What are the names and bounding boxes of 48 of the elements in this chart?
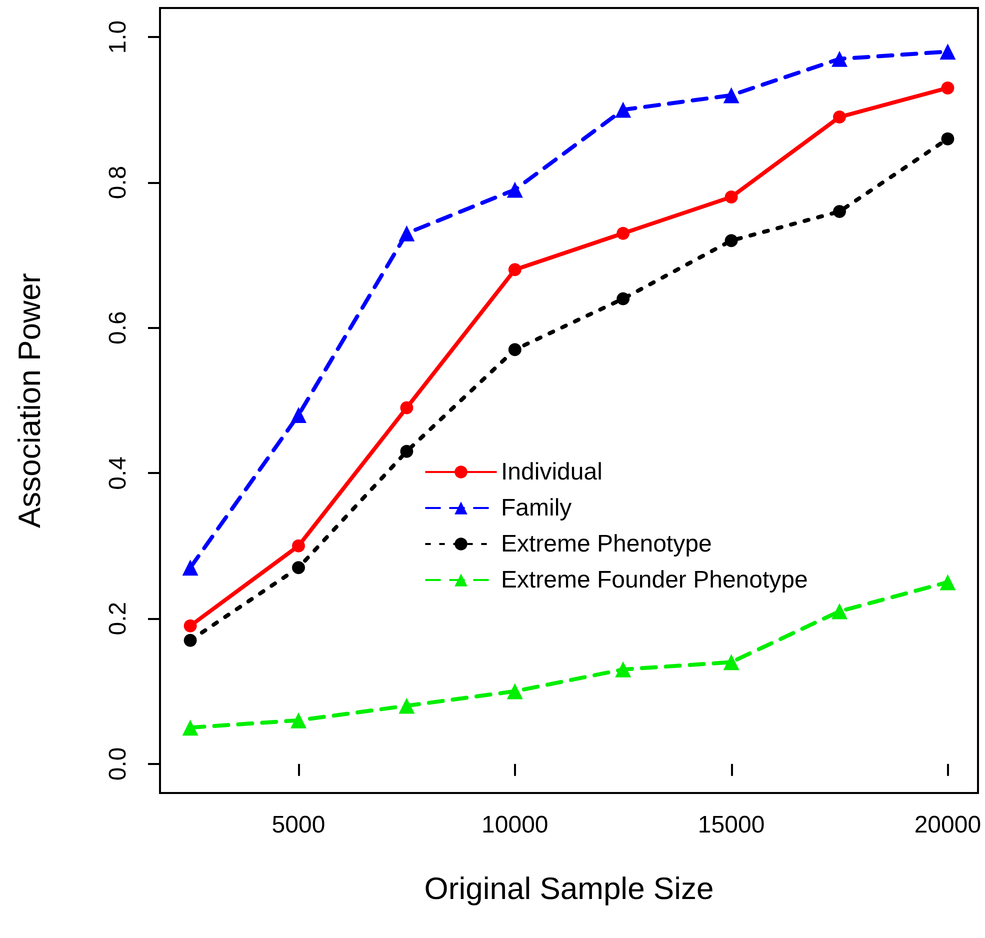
point	[723, 654, 740, 670]
point	[832, 50, 848, 67]
y-tick-label: 0.6	[104, 311, 132, 344]
legend-label: Family	[501, 494, 572, 522]
point	[723, 87, 740, 104]
point	[400, 401, 414, 414]
point	[182, 560, 198, 576]
point	[398, 698, 415, 714]
point	[941, 81, 954, 94]
point	[616, 292, 630, 306]
x-axis-title: Original Sample Size	[424, 871, 714, 906]
point	[508, 343, 522, 356]
point	[724, 234, 738, 248]
point	[184, 634, 197, 647]
point	[940, 574, 956, 590]
y-tick-label: 0.0	[104, 747, 132, 781]
point	[615, 102, 632, 118]
point	[506, 182, 523, 198]
point	[398, 225, 415, 242]
legend-label: Extreme Founder Phenotype	[501, 566, 808, 594]
legend-label: Extreme Phenotype	[501, 530, 712, 558]
point	[290, 407, 306, 424]
point	[292, 561, 305, 574]
point	[615, 661, 632, 678]
point	[941, 132, 954, 146]
point	[724, 190, 738, 204]
point	[506, 683, 523, 700]
y-tick-label: 1.0	[104, 20, 132, 54]
point	[833, 110, 846, 124]
point	[508, 263, 522, 276]
point	[832, 603, 848, 620]
point	[616, 226, 630, 240]
y-axis-title: Association Power	[12, 272, 47, 528]
x-tick-label: 15000	[698, 812, 765, 838]
point	[940, 44, 956, 60]
point	[292, 539, 305, 552]
x-tick-label: 5000	[272, 812, 326, 838]
y-tick-label: 0.2	[104, 602, 132, 636]
y-tick-label: 0.4	[104, 456, 132, 490]
point	[182, 720, 198, 736]
point	[833, 205, 846, 218]
point	[290, 712, 306, 728]
x-tick-label: 20000	[914, 812, 982, 838]
point	[400, 444, 414, 458]
y-tick-label: 0.8	[104, 166, 132, 200]
x-tick-label: 10000	[482, 812, 548, 838]
point	[184, 619, 197, 632]
legend-label: Individual	[501, 458, 602, 486]
